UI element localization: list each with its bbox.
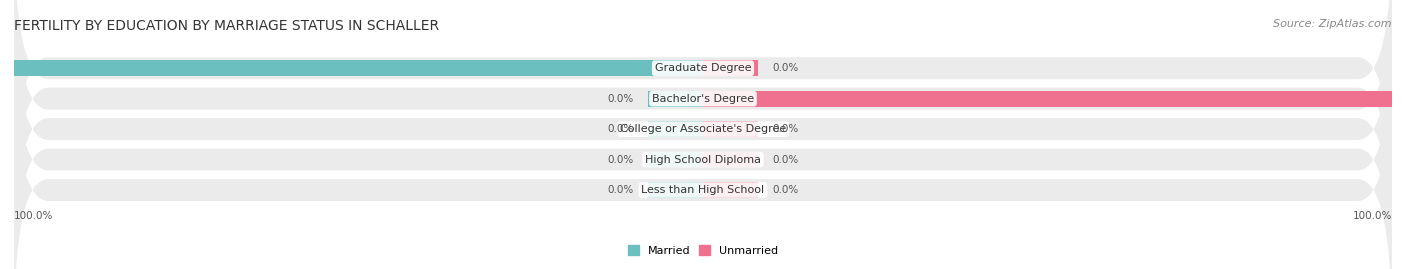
Bar (703, 91, 1392, 107)
Text: 0.0%: 0.0% (772, 124, 799, 134)
Bar (14, 60, 703, 76)
Text: College or Associate's Degree: College or Associate's Degree (620, 124, 786, 134)
FancyBboxPatch shape (14, 0, 1392, 210)
Text: 100.0%: 100.0% (1353, 211, 1392, 221)
Text: 0.0%: 0.0% (772, 63, 799, 73)
Bar (703, 152, 758, 168)
Text: Graduate Degree: Graduate Degree (655, 63, 751, 73)
FancyBboxPatch shape (14, 0, 1392, 240)
Text: Source: ZipAtlas.com: Source: ZipAtlas.com (1274, 19, 1392, 29)
FancyBboxPatch shape (14, 0, 1392, 269)
Legend: Married, Unmarried: Married, Unmarried (627, 246, 779, 256)
Bar (703, 121, 758, 137)
Text: 100.0%: 100.0% (14, 211, 53, 221)
Text: 0.0%: 0.0% (772, 155, 799, 165)
Bar (648, 152, 703, 168)
Bar (648, 182, 703, 198)
Text: Bachelor's Degree: Bachelor's Degree (652, 94, 754, 104)
FancyBboxPatch shape (14, 18, 1392, 269)
Text: 0.0%: 0.0% (607, 94, 634, 104)
Bar (648, 91, 703, 107)
Text: 0.0%: 0.0% (607, 185, 634, 195)
Bar (703, 60, 758, 76)
Text: 0.0%: 0.0% (607, 155, 634, 165)
Bar (648, 121, 703, 137)
Text: Less than High School: Less than High School (641, 185, 765, 195)
Text: 0.0%: 0.0% (772, 185, 799, 195)
FancyBboxPatch shape (14, 49, 1392, 269)
Bar (703, 182, 758, 198)
Text: High School Diploma: High School Diploma (645, 155, 761, 165)
Text: FERTILITY BY EDUCATION BY MARRIAGE STATUS IN SCHALLER: FERTILITY BY EDUCATION BY MARRIAGE STATU… (14, 19, 439, 33)
Text: 0.0%: 0.0% (607, 124, 634, 134)
